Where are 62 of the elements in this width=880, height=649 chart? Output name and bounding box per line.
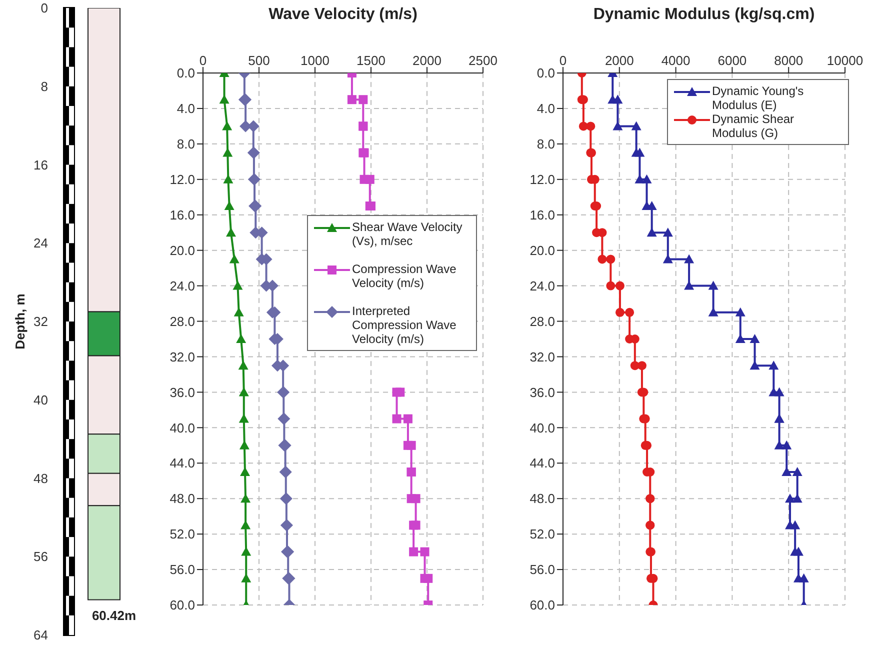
x-tick-label: 1500	[356, 53, 386, 68]
x-tick-label: 6000	[718, 53, 747, 68]
x-tick-label: 0	[559, 53, 567, 68]
y-tick-label: 48	[34, 470, 48, 486]
y-tick-label: 0	[40, 0, 48, 16]
legend-label: Compression Wave Velocity (m/s)	[352, 262, 458, 290]
y-tick-label: 0.0	[536, 66, 555, 81]
y-tick-label: 32	[34, 314, 48, 330]
x-tick-label: 1000	[300, 53, 330, 68]
y-tick-label: 48.0	[530, 491, 555, 506]
y-tick-label: 16.0	[530, 207, 555, 222]
legend-label: Dynamic Shear Modulus (G)	[712, 112, 796, 140]
y-tick-label: 20.0	[530, 242, 555, 258]
y-tick-label: 36.0	[170, 384, 195, 400]
x-tick-label: 500	[248, 53, 270, 68]
y-tick-label: 8	[40, 78, 48, 94]
x-tick-label: 0	[199, 53, 207, 68]
y-tick-label: 52.0	[530, 526, 555, 542]
annotation: 60.42m	[90, 608, 138, 623]
chart-title: Wave Velocity (m/s)	[268, 6, 418, 24]
y-tick-label: 56	[34, 549, 48, 564]
y-tick-label: 28.0	[170, 314, 195, 329]
y-tick-label: 56.0	[530, 562, 555, 578]
y-tick-label: 60.0	[170, 598, 195, 613]
chart-title: Dynamic Modulus (kg/sq.cm)	[592, 6, 816, 24]
y-tick-label: 40.0	[530, 420, 555, 436]
y-tick-label: 12.0	[530, 172, 555, 188]
y-tick-label: 32.0	[530, 349, 555, 364]
legend-label: Dynamic Young's Modulus (E)	[712, 84, 805, 112]
y-tick-label: 44.0	[530, 456, 555, 471]
y-tick-label: 8.0	[536, 136, 555, 152]
y-tick-label: 24.0	[170, 278, 195, 294]
y-tick-label: 12.0	[170, 172, 195, 188]
y-tick-label: 16.0	[170, 207, 195, 222]
y-tick-label: 48.0	[170, 491, 195, 506]
y-tick-label: 4.0	[176, 101, 195, 116]
y-tick-label: 56.0	[170, 562, 195, 578]
y-tick-label: 32.0	[170, 349, 195, 364]
x-tick-label: 8000	[774, 53, 804, 68]
legend-label: Interpreted Compression Wave Velocity (m/s)	[352, 304, 458, 346]
y-tick-label: 40.0	[170, 420, 195, 436]
x-tick-label: 2000	[412, 53, 442, 68]
y-tick-label: 4.0	[536, 101, 555, 116]
y-tick-label: 24.0	[530, 278, 555, 294]
y-tick-label: 16	[34, 157, 48, 172]
y-tick-label: 0.0	[176, 66, 195, 81]
y-axis-title: Depth, m	[12, 294, 28, 350]
y-tick-label: 64	[34, 628, 48, 643]
y-tick-label: 40	[34, 392, 48, 408]
y-tick-label: 28.0	[530, 314, 555, 329]
y-tick-label: 36.0	[530, 384, 555, 400]
y-tick-label: 60.0	[530, 598, 555, 613]
y-tick-label: 44.0	[170, 456, 195, 471]
x-tick-label: 4000	[661, 53, 690, 68]
x-tick-label: 2500	[468, 53, 498, 68]
y-tick-label: 52.0	[170, 526, 195, 542]
y-tick-label: 24	[34, 236, 48, 251]
legend-label: Shear Wave Velocity (Vs), m/sec	[352, 220, 464, 248]
x-tick-label: 2000	[604, 53, 634, 68]
y-tick-label: 20.0	[170, 242, 195, 258]
y-tick-label: 8.0	[176, 136, 195, 152]
x-tick-label: 10000	[826, 53, 864, 68]
